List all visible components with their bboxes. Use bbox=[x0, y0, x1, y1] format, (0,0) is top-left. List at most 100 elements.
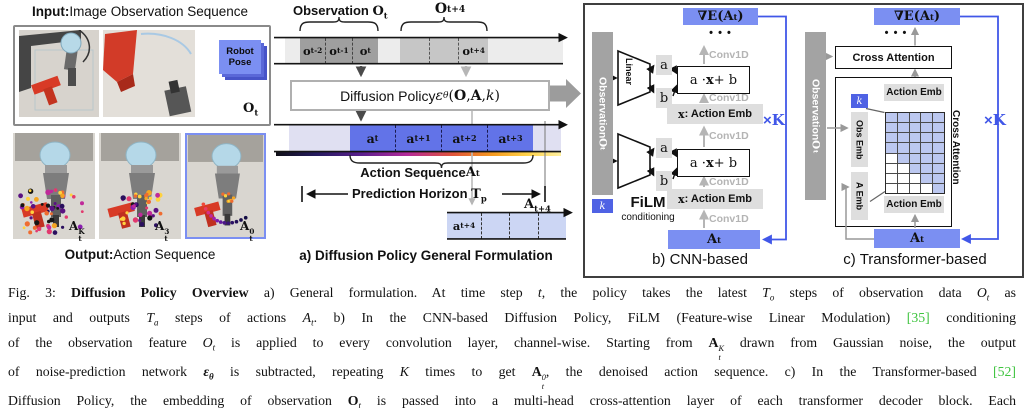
action-cell-empty bbox=[509, 212, 537, 239]
action-cell-empty bbox=[481, 212, 509, 239]
action-emb-bottom-box: Action Emb bbox=[884, 196, 944, 213]
mask-cell-attend bbox=[897, 113, 909, 123]
action-emb-box: x: Action Emb bbox=[667, 189, 763, 209]
mask-cell-blocked bbox=[897, 173, 909, 183]
figure-caption: Fig. 3: Diffusion Policy Overview a) Gen… bbox=[8, 283, 1016, 408]
cnn-k-box: k bbox=[592, 199, 613, 213]
diffusion-policy-box: Diffusion Policy ε θ(O, A, k) bbox=[290, 80, 550, 111]
output-image-denoised-A0 bbox=[185, 133, 266, 239]
mask-cell-attend bbox=[886, 123, 897, 133]
conv1d-label: Conv1D bbox=[709, 213, 749, 225]
mask-cell-attend bbox=[909, 133, 921, 143]
output-title: Output: Action Sequence bbox=[64, 247, 216, 262]
mask-cell-attend bbox=[933, 173, 944, 183]
mask-cell-attend bbox=[909, 143, 921, 153]
conv1d-label: Conv1D bbox=[709, 92, 749, 104]
at4-label: At+4 bbox=[524, 197, 551, 214]
mask-cell-attend bbox=[897, 153, 909, 163]
action-cell-empty bbox=[537, 212, 566, 239]
caption-line: Diffusion Policy, the embedding of obser… bbox=[8, 393, 1016, 408]
output-image-noisy-AK bbox=[13, 133, 95, 239]
film-conditioning-label: conditioning bbox=[621, 212, 675, 223]
film-modulation-box: a · x + b bbox=[677, 149, 750, 177]
cross-attention-box: Cross Attention bbox=[835, 46, 952, 69]
robot-arm bbox=[137, 195, 147, 217]
action-cell: a t+3 bbox=[487, 125, 533, 152]
input-title: Input: Image Observation Sequence bbox=[31, 4, 249, 19]
mask-cell-attend bbox=[909, 163, 921, 173]
robot-joint bbox=[60, 32, 82, 54]
red-t-block bbox=[31, 75, 61, 106]
mask-cell-blocked bbox=[886, 173, 897, 183]
action-colormap-strip bbox=[276, 152, 561, 156]
mask-cell-attend bbox=[921, 163, 933, 173]
film-scale-a-box: a bbox=[656, 55, 672, 75]
film-modulation-box: a · x + b bbox=[677, 66, 750, 94]
mask-cell-attend bbox=[921, 133, 933, 143]
prediction-horizon-label: Prediction Horizon Tp bbox=[352, 186, 487, 204]
obs-cell-empty bbox=[428, 38, 459, 64]
conv1d-label: Conv1D bbox=[709, 176, 749, 188]
mask-cell-blocked bbox=[909, 183, 921, 193]
robot-gripper bbox=[224, 213, 231, 226]
next-action-cells: a t+4 bbox=[447, 212, 566, 239]
output-image-partial-A3 bbox=[99, 133, 181, 239]
noise-gradient-box: ∇E(A t) bbox=[874, 8, 960, 25]
mask-cell-attend bbox=[909, 153, 921, 163]
mask-cell-attend bbox=[897, 123, 909, 133]
robot-head bbox=[125, 141, 157, 169]
robot-body bbox=[214, 173, 240, 199]
observation-future-block: o t+4 bbox=[400, 38, 488, 64]
mask-cell-attend bbox=[921, 173, 933, 183]
times-k-label: ×K bbox=[984, 111, 1006, 129]
caption-panel-c: c) Transformer-based bbox=[843, 251, 987, 268]
caption-line: input and outputs Ta steps of actions At… bbox=[8, 310, 1016, 328]
mask-cell-blocked bbox=[886, 153, 897, 163]
action-trajectory-dots bbox=[201, 192, 248, 225]
mask-cell-attend bbox=[897, 143, 909, 153]
obs-cell: o t+4 bbox=[458, 38, 488, 64]
film-bias-b-box: b bbox=[656, 88, 672, 108]
action-samples-scatter bbox=[18, 188, 84, 235]
robot-gripper bbox=[68, 68, 76, 86]
mask-cell-blocked bbox=[909, 173, 921, 183]
mask-cell-attend bbox=[921, 153, 933, 163]
action-emb-top-box: Action Emb bbox=[884, 84, 944, 101]
mask-cell-attend bbox=[933, 153, 944, 163]
mask-cell-attend bbox=[921, 143, 933, 153]
mask-cell-blocked bbox=[897, 163, 909, 173]
mask-cell-attend bbox=[909, 113, 921, 123]
obs-cell: o t-2 bbox=[302, 43, 323, 58]
robot-gripper bbox=[139, 215, 145, 227]
robot-head bbox=[39, 141, 71, 169]
caption-line: Fig. 3: Diffusion Policy Overview a) Gen… bbox=[8, 285, 1016, 303]
film-label: FiLM bbox=[630, 194, 666, 211]
red-block-face bbox=[103, 30, 137, 82]
repeat-dots: • • • bbox=[884, 27, 908, 39]
conv1d-label: Conv1D bbox=[709, 49, 749, 61]
causal-attention-mask bbox=[885, 112, 945, 194]
observation-ot-corner-label: Ot bbox=[243, 101, 259, 118]
input-camera-image-1 bbox=[19, 30, 99, 117]
mask-cell-blocked bbox=[886, 163, 897, 173]
repeat-dots: • • • bbox=[709, 27, 732, 39]
conv1d-label: Conv1D bbox=[709, 130, 749, 142]
linear-label: Linear bbox=[624, 58, 634, 86]
policy-to-network-arrow bbox=[548, 79, 581, 108]
observation-ot-header: Observation Ot bbox=[293, 3, 388, 21]
next-action-band bbox=[447, 212, 566, 239]
robot-head bbox=[211, 143, 242, 170]
mask-cell-attend bbox=[933, 123, 944, 133]
mask-cell-blocked bbox=[921, 183, 933, 193]
mask-cell-attend bbox=[933, 133, 944, 143]
robot-arm bbox=[222, 194, 233, 216]
